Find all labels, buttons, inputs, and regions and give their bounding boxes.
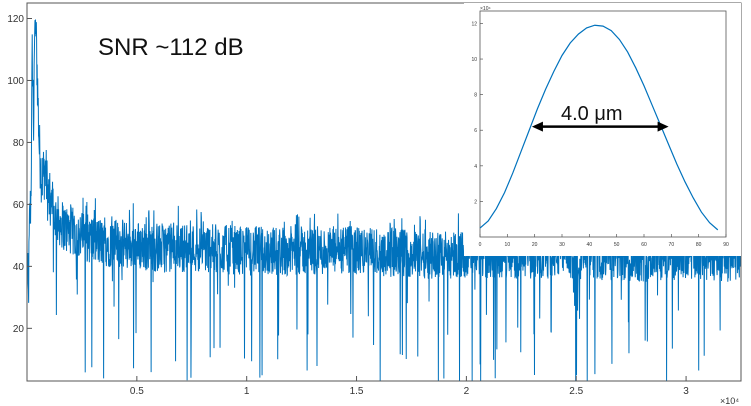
inset-x-tick-label: 60	[641, 242, 647, 248]
inset-y-tick-label: 10	[471, 57, 477, 63]
inset-x-tick-label: 40	[587, 242, 593, 248]
width-arrow-left-head	[531, 121, 543, 132]
main-x-tick-label: 1	[244, 386, 250, 397]
width-arrow-right-head	[657, 121, 669, 132]
main-x-tick-label: 0.5	[130, 386, 144, 397]
main-x-tick-label: 2.5	[569, 386, 583, 397]
inset-x-tick-label: 30	[559, 242, 565, 248]
inset-y-tick-label: 6	[474, 128, 477, 134]
inset-x-tick-label: 80	[696, 242, 702, 248]
inset-y-tick-label: 8	[474, 93, 477, 99]
main-x-tick-label: 3	[683, 386, 689, 397]
main-y-tick-label: 60	[13, 200, 25, 211]
main-series-line	[26, 19, 742, 382]
main-y-tick-label: 40	[13, 262, 25, 273]
inset-series-line	[479, 24, 719, 231]
inset-x-tick-label: 90	[723, 242, 729, 248]
width-arrow	[531, 121, 669, 132]
main-y-tick-label: 100	[7, 76, 24, 87]
inset-y-tick-label: 2	[474, 199, 477, 205]
inset-y-tick-label: 12	[471, 21, 477, 27]
main-y-tick-label: 80	[13, 138, 25, 149]
inset-x-tick-label: 20	[532, 242, 538, 248]
main-y-axis: 20 40 60 80 100 120	[7, 14, 32, 335]
inset-x-tick-label: 0	[479, 242, 482, 248]
width-label: 4.0 μm	[561, 103, 623, 125]
inset-x-tick-label: 10	[505, 242, 511, 248]
inset-x-tick-label: 50	[614, 242, 620, 248]
main-x-exponent-label: ×10⁴	[720, 396, 739, 406]
inset-plot-frame	[479, 10, 727, 238]
inset-x-axis: 0 10 20 30 40 50 60 70 80 90	[479, 234, 729, 248]
main-x-tick-label: 1.5	[350, 386, 364, 397]
main-y-tick-label: 120	[7, 14, 24, 25]
inset-y-tick-label: 4	[474, 164, 477, 170]
inset-y-exponent-label: ×10⁴	[480, 6, 491, 12]
main-y-tick-label: 20	[13, 324, 25, 335]
inset-x-tick-label: 70	[669, 242, 675, 248]
inset-plot: 2 4 6 8 10 12 0 10 20 30 40 50 60 70 80 90 ×10⁴ 4.0 μm	[464, 3, 741, 256]
inset-y-axis: 2 4 6 8 10 12	[471, 21, 483, 205]
inset-background	[464, 3, 741, 256]
snr-annotation: SNR ~112 dB	[98, 34, 244, 61]
main-x-tick-label: 2	[464, 386, 470, 397]
main-x-axis: 0.5 1 1.5 2 2.5 3	[130, 376, 689, 397]
